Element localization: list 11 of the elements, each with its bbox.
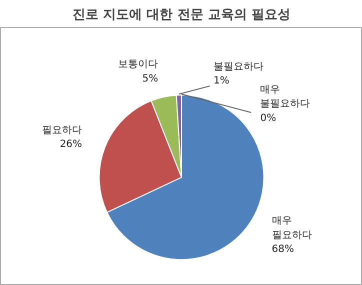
data-label: 5% — [142, 73, 158, 84]
data-label: 26% — [60, 139, 82, 150]
slice-label: 매우 필요하다 — [272, 215, 312, 241]
slice-label: 불필요하다 — [213, 61, 264, 72]
data-label: 1% — [213, 76, 230, 87]
category-label: 매우 불필요하다 — [260, 84, 310, 110]
text: 0% — [260, 112, 276, 124]
slice-label: 필요하다 — [42, 124, 82, 136]
data-label: 68% — [272, 244, 294, 256]
chart-title: 진로 지도에 대한 전문 교육의 필요성 — [72, 8, 290, 22]
slice-label: 보통이다 — [118, 59, 158, 70]
